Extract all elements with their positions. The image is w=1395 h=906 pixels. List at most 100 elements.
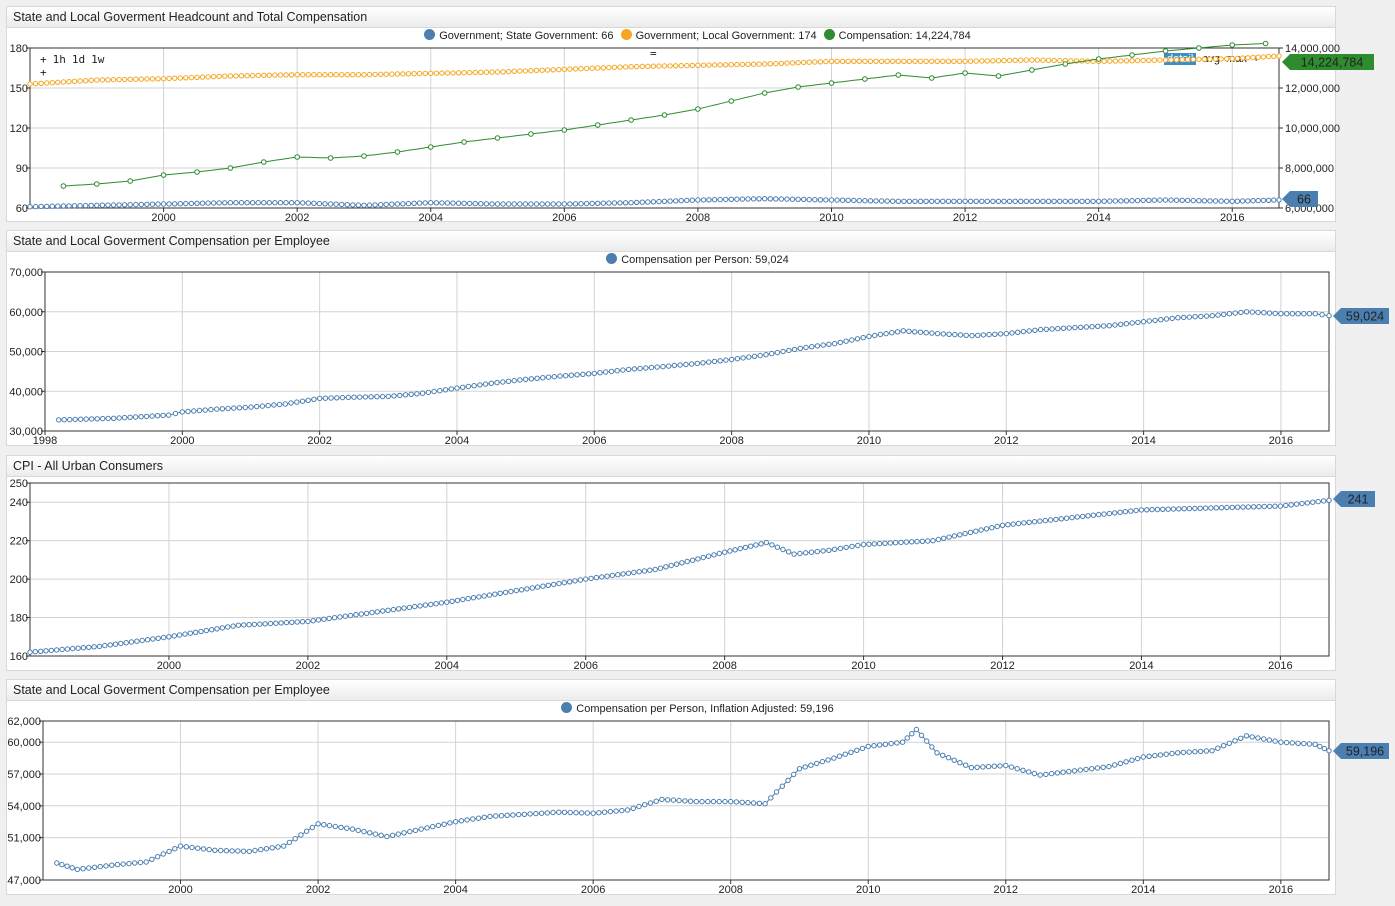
data-point xyxy=(277,72,284,78)
data-point xyxy=(144,201,150,208)
data-point xyxy=(1129,198,1135,204)
data-point xyxy=(522,376,529,382)
data-point xyxy=(917,329,924,335)
data-point xyxy=(467,200,473,207)
legend-item[interactable]: Compensation per Person, Inflation Adjus… xyxy=(561,702,834,715)
data-point xyxy=(165,412,172,418)
data-point xyxy=(236,405,243,411)
data-point xyxy=(895,72,902,78)
legend-item[interactable]: Compensation per Person: 59,024 xyxy=(606,253,789,266)
data-point xyxy=(1134,57,1141,64)
data-point xyxy=(843,338,849,344)
data-point xyxy=(568,372,575,378)
menu-handle-icon[interactable]: = xyxy=(650,47,657,60)
data-point xyxy=(49,80,55,86)
data-point xyxy=(952,331,958,338)
data-point xyxy=(505,378,512,384)
data-point xyxy=(940,752,946,758)
data-point xyxy=(160,201,167,207)
legend-marker-icon xyxy=(424,29,436,40)
data-point xyxy=(567,201,573,207)
x-tick-label: 2000 xyxy=(170,435,194,447)
data-point xyxy=(198,628,204,635)
data-point xyxy=(1034,198,1041,205)
data-point xyxy=(934,198,940,205)
data-point xyxy=(639,199,645,205)
legend-item[interactable]: Government; Local Government: 174 xyxy=(620,29,817,42)
data-point xyxy=(617,200,623,206)
data-point xyxy=(71,203,78,209)
data-point xyxy=(355,72,362,78)
data-point xyxy=(1018,198,1024,205)
zoom-1w-button[interactable]: 1w xyxy=(91,53,105,66)
data-point xyxy=(1295,740,1301,746)
data-point xyxy=(578,66,584,72)
data-point xyxy=(561,127,568,133)
panel-title: State and Local Goverment Compensation p… xyxy=(7,231,1335,252)
data-point xyxy=(1138,507,1145,513)
zoom-1d-button[interactable]: 1d xyxy=(71,53,86,66)
data-point xyxy=(884,58,890,64)
add-button[interactable]: + xyxy=(1252,53,1260,65)
data-point xyxy=(309,824,315,831)
data-point xyxy=(561,201,567,207)
data-point xyxy=(411,200,417,207)
legend-item[interactable]: Compensation: 14,224,784 xyxy=(823,29,971,42)
data-point xyxy=(1008,764,1015,770)
data-point xyxy=(59,646,65,653)
data-point xyxy=(1220,743,1227,749)
data-point xyxy=(848,749,854,755)
data-point xyxy=(913,726,920,733)
data-point xyxy=(216,73,222,80)
zoom-1h-button[interactable]: 1h xyxy=(52,53,66,66)
data-point xyxy=(1306,741,1313,747)
data-point xyxy=(652,566,658,573)
data-point xyxy=(149,76,156,82)
data-point xyxy=(223,848,230,854)
data-point xyxy=(1010,521,1016,527)
zoom-in-button[interactable]: + xyxy=(40,53,47,66)
data-point xyxy=(871,541,877,547)
data-point xyxy=(1283,502,1289,509)
data-point xyxy=(472,200,478,207)
data-point xyxy=(603,369,609,375)
zoom-extra-button[interactable]: + xyxy=(40,66,47,79)
x-tick-label: 2002 xyxy=(285,212,309,224)
data-point xyxy=(641,568,648,574)
data-point xyxy=(1100,323,1107,329)
data-point xyxy=(894,740,900,746)
data-point xyxy=(305,72,311,78)
y-right-tick-label: 8,000,000 xyxy=(1285,163,1334,175)
data-point xyxy=(458,818,465,824)
data-point xyxy=(408,391,414,397)
data-point xyxy=(1255,197,1261,204)
data-point xyxy=(791,346,798,353)
data-point xyxy=(700,554,706,561)
data-point xyxy=(1317,743,1323,750)
data-point xyxy=(327,155,334,161)
data-point xyxy=(389,201,395,207)
data-point xyxy=(1029,67,1035,73)
data-point xyxy=(235,848,241,854)
data-point xyxy=(551,374,557,380)
data-point xyxy=(517,68,523,74)
data-point xyxy=(38,203,44,210)
data-point xyxy=(739,196,746,202)
data-point xyxy=(478,201,484,207)
value-badge xyxy=(1282,191,1318,207)
data-point xyxy=(56,417,62,423)
data-point xyxy=(957,332,964,338)
data-point xyxy=(383,71,389,77)
data-point xyxy=(728,356,735,363)
data-point xyxy=(1245,55,1251,61)
data-point xyxy=(116,415,122,421)
data-point xyxy=(305,618,311,625)
data-point xyxy=(661,112,668,118)
data-point xyxy=(497,590,503,596)
data-point xyxy=(1037,518,1043,524)
data-point xyxy=(116,202,122,208)
data-point xyxy=(77,203,83,209)
legend-item[interactable]: Government; State Government: 66 xyxy=(424,29,614,42)
data-point xyxy=(967,529,974,536)
y-tick-label: 200 xyxy=(10,574,28,586)
